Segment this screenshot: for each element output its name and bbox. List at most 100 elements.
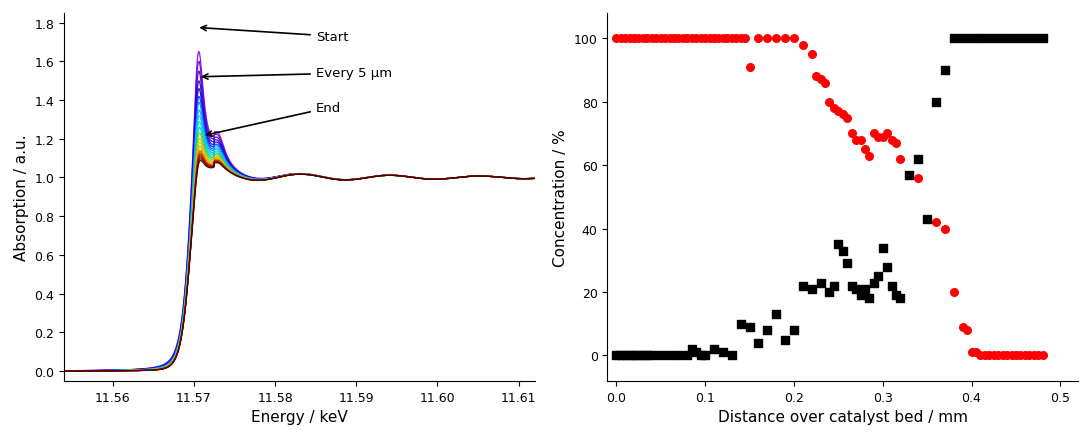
Point xyxy=(945,35,962,42)
Point xyxy=(847,286,865,293)
Point xyxy=(892,156,910,163)
Point xyxy=(634,352,652,359)
Point xyxy=(692,35,710,42)
Point xyxy=(705,346,723,353)
Point xyxy=(910,175,927,182)
Point xyxy=(669,352,687,359)
Point xyxy=(794,42,811,49)
Point xyxy=(945,289,962,296)
Point xyxy=(630,35,648,42)
Point xyxy=(1025,352,1043,359)
Point xyxy=(612,352,629,359)
Point xyxy=(878,264,895,271)
Point xyxy=(972,352,989,359)
Point xyxy=(918,216,936,223)
Text: Start: Start xyxy=(201,26,348,43)
Point xyxy=(811,77,829,84)
Point xyxy=(878,131,895,138)
Point xyxy=(803,52,820,59)
Point xyxy=(954,324,972,331)
Point xyxy=(785,327,803,334)
Point xyxy=(989,352,1007,359)
Point xyxy=(981,352,998,359)
Point xyxy=(643,352,661,359)
Point xyxy=(652,352,669,359)
Point xyxy=(785,35,803,42)
Point xyxy=(910,156,927,163)
Point xyxy=(865,131,882,138)
Point xyxy=(688,35,705,42)
Point xyxy=(682,35,700,42)
Point xyxy=(1034,35,1052,42)
Point xyxy=(901,172,918,179)
Point xyxy=(714,35,732,42)
Point xyxy=(968,349,985,356)
Point xyxy=(639,352,656,359)
Point xyxy=(869,134,887,141)
Point xyxy=(759,327,776,334)
Point xyxy=(749,35,767,42)
Point xyxy=(860,295,878,302)
Y-axis label: Concentration / %: Concentration / % xyxy=(554,129,568,266)
Point xyxy=(621,35,639,42)
Point xyxy=(865,279,882,286)
Point xyxy=(1007,352,1024,359)
Point xyxy=(860,153,878,160)
Point xyxy=(830,241,847,248)
Point xyxy=(918,216,936,223)
Point xyxy=(1007,35,1024,42)
Point xyxy=(856,146,874,153)
Point xyxy=(998,35,1016,42)
Point xyxy=(678,352,696,359)
Point xyxy=(736,35,753,42)
Point xyxy=(852,137,869,144)
Point xyxy=(882,283,900,290)
Point xyxy=(994,352,1011,359)
Point xyxy=(732,35,749,42)
Point xyxy=(981,35,998,42)
Point xyxy=(976,352,994,359)
Point xyxy=(989,35,1007,42)
Point xyxy=(826,283,843,290)
Point xyxy=(621,352,639,359)
Point xyxy=(803,286,820,293)
Point xyxy=(874,134,891,141)
Point xyxy=(972,35,989,42)
Point xyxy=(811,279,829,286)
Point xyxy=(701,35,719,42)
Point xyxy=(626,35,643,42)
Point xyxy=(901,172,918,179)
Point xyxy=(607,352,625,359)
Point xyxy=(821,289,839,296)
Point xyxy=(723,352,740,359)
Point xyxy=(616,352,633,359)
Point xyxy=(669,35,687,42)
Point xyxy=(1011,352,1029,359)
Point xyxy=(740,64,758,71)
Point xyxy=(674,35,691,42)
Point xyxy=(888,140,905,147)
Point xyxy=(682,346,700,353)
Point xyxy=(727,35,745,42)
Point xyxy=(843,283,860,290)
Point xyxy=(643,35,661,42)
Point xyxy=(688,349,705,356)
Point xyxy=(927,219,945,226)
Point xyxy=(839,115,856,122)
Point xyxy=(630,352,648,359)
Point xyxy=(1002,352,1020,359)
Text: End: End xyxy=(206,102,341,137)
Point xyxy=(834,112,852,119)
Point xyxy=(1021,352,1038,359)
Point xyxy=(740,324,758,331)
Point xyxy=(888,292,905,299)
Point xyxy=(869,273,887,280)
Point xyxy=(678,35,696,42)
Point xyxy=(963,349,981,356)
Point xyxy=(874,244,891,251)
Point xyxy=(892,295,910,302)
Point xyxy=(816,80,833,87)
Point xyxy=(626,352,643,359)
Point xyxy=(612,35,629,42)
Text: Every 5 μm: Every 5 μm xyxy=(203,67,392,80)
